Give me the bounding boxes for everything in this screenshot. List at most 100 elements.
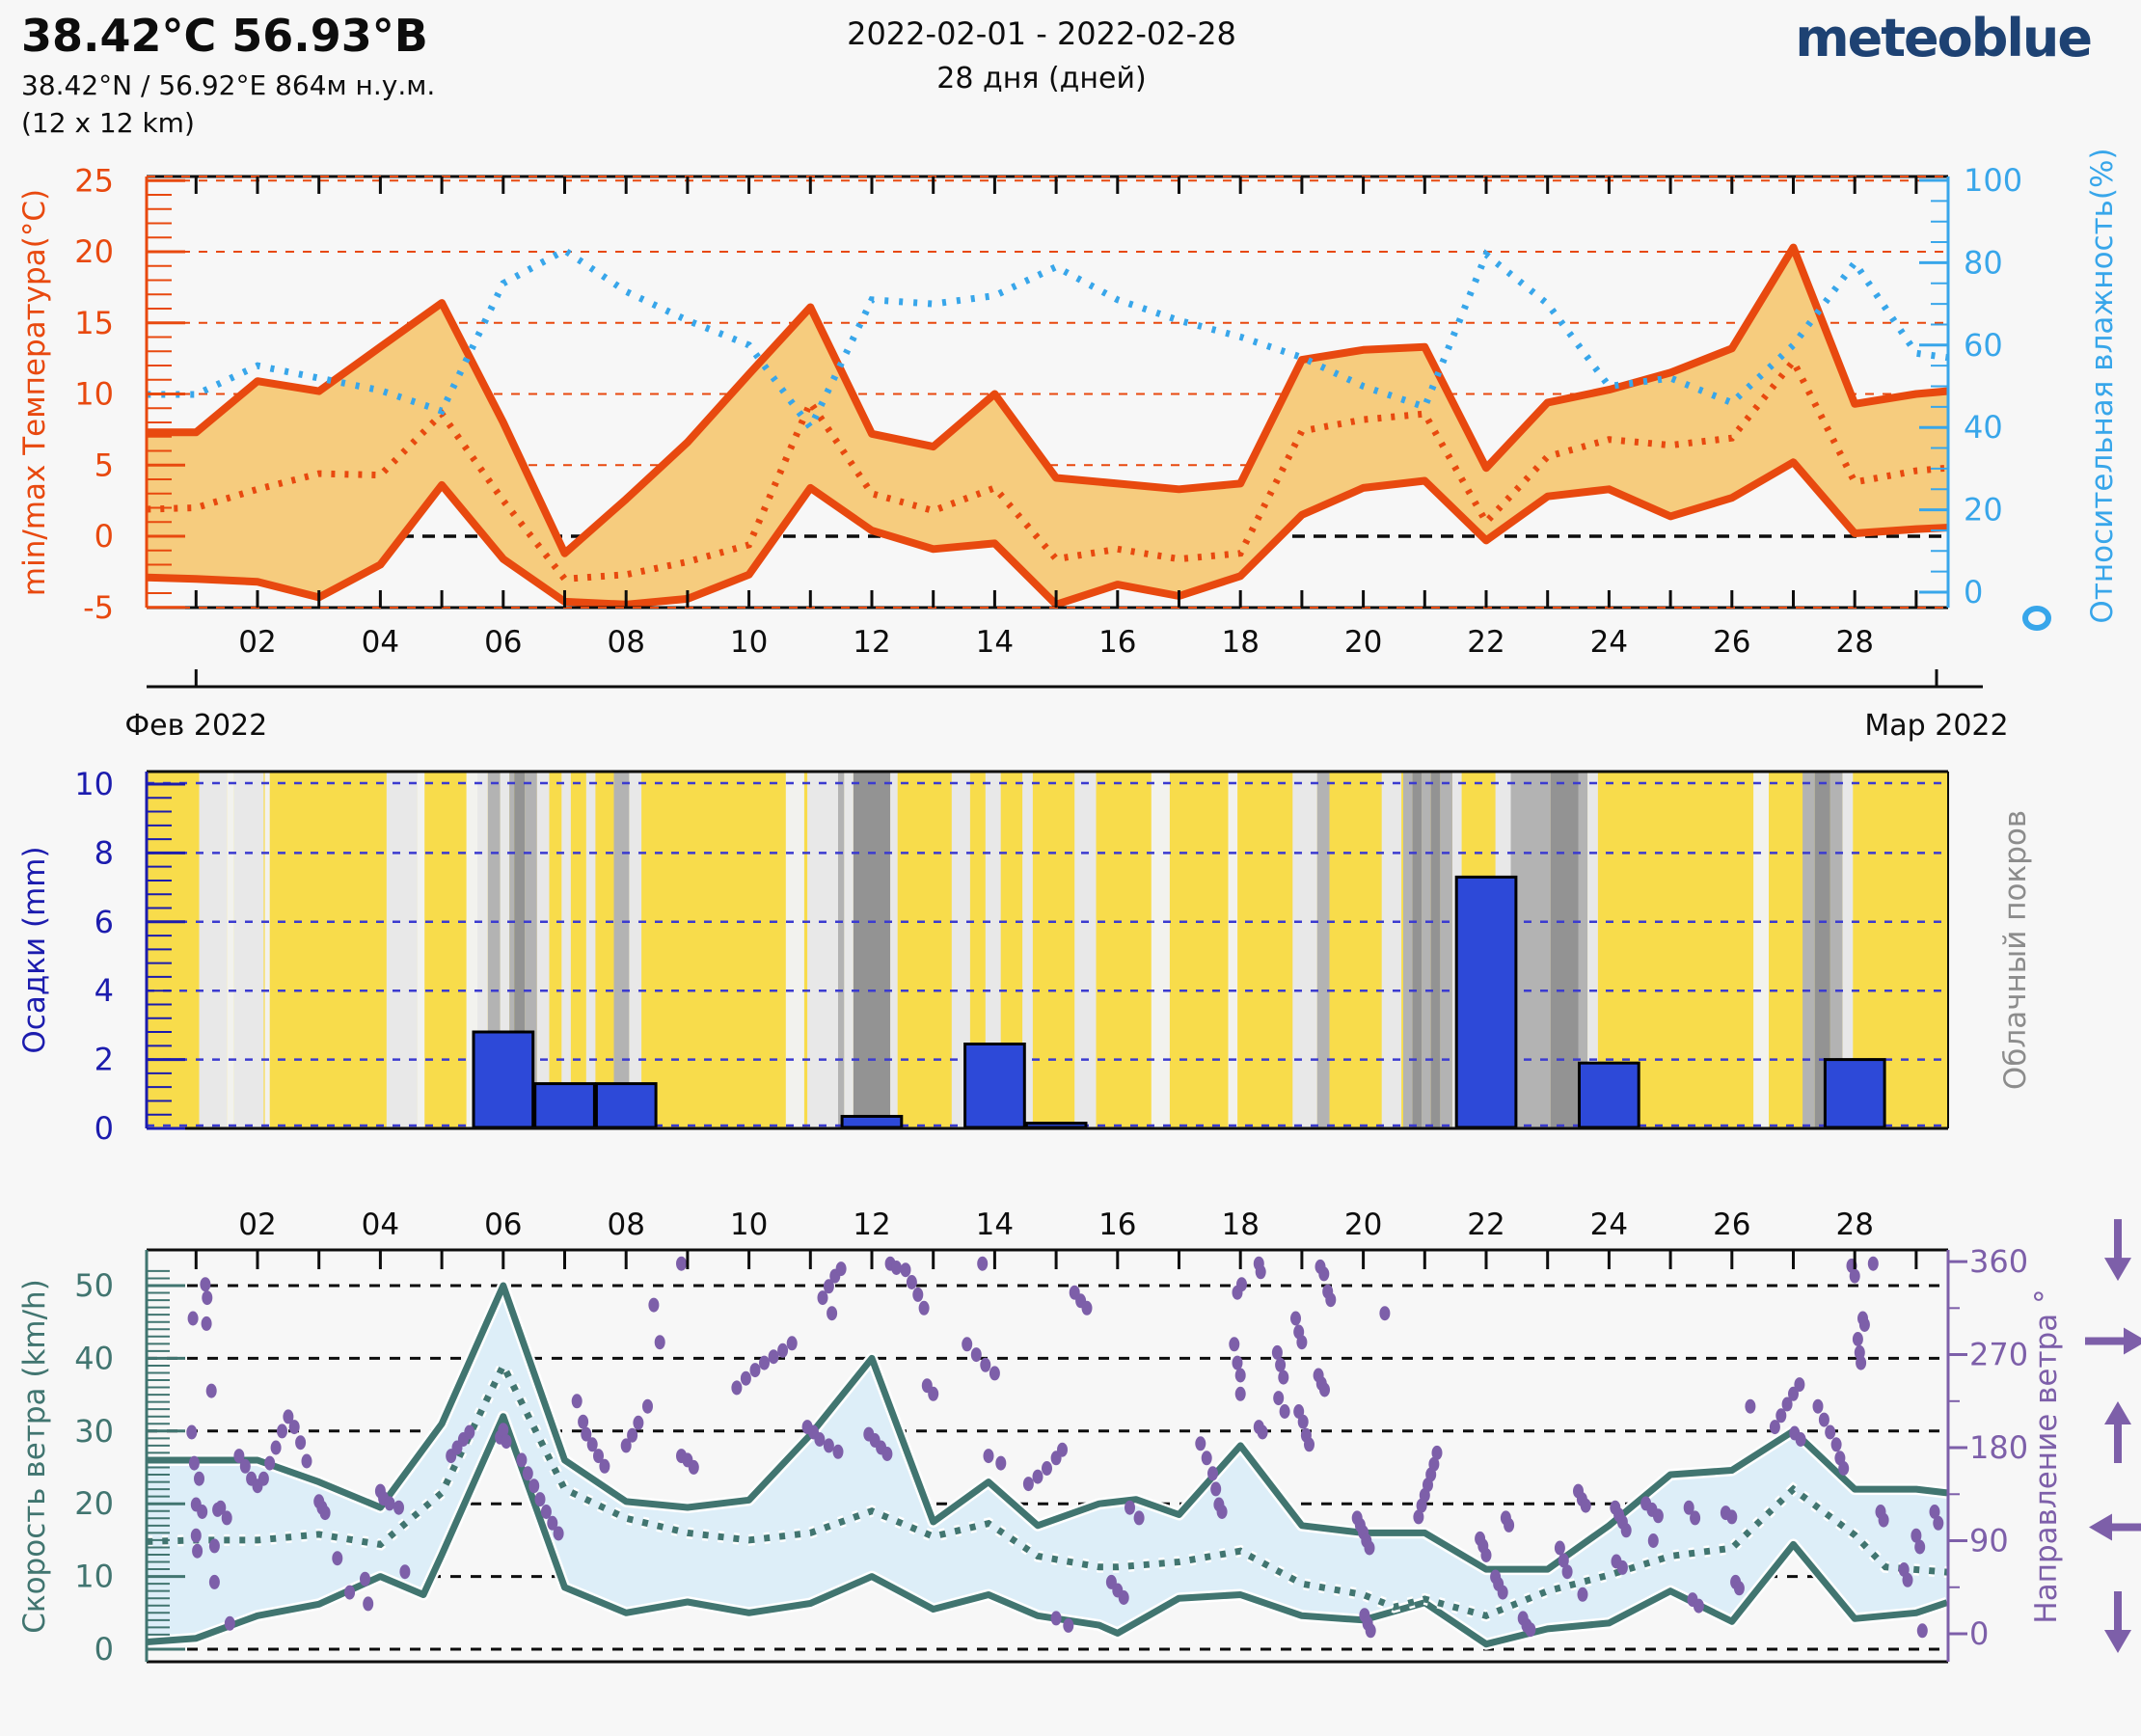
cloud-stripe (1814, 773, 1830, 1127)
wind-direction-dot (1781, 1397, 1793, 1412)
humidity-line (147, 246, 1948, 434)
wind-direction-dot (823, 1438, 834, 1453)
wind-direction-dot (1852, 1332, 1863, 1346)
wind-direction-dot (332, 1551, 343, 1566)
wind-direction-dot (759, 1355, 770, 1370)
wind-direction-dot (1365, 1623, 1376, 1639)
wind-direction-dot (221, 1510, 232, 1526)
wind-ytick-label: 20 (74, 1485, 114, 1522)
cloud-stripe (985, 773, 1001, 1127)
wind-direction-dot (1554, 1540, 1565, 1556)
wind-direction-dot (1042, 1461, 1052, 1476)
cloud-stripe (509, 773, 515, 1127)
cloud-stripe (561, 773, 571, 1127)
precip-bar (840, 1115, 904, 1127)
wind-direction-dot (288, 1420, 300, 1435)
wind-direction-dot (1504, 1517, 1515, 1533)
temp-ytick-label: 5 (95, 447, 114, 483)
wind-direction-dot (547, 1515, 558, 1531)
precip-bars (472, 875, 1886, 1127)
temp-axis-title: min/max Температура(°C) (17, 189, 52, 596)
wind-direction-dot (1830, 1437, 1842, 1452)
wind-xtick-label: 24 (1590, 1207, 1628, 1242)
wind-direction-dot (187, 1311, 199, 1326)
month-label-mar: Мар 2022 (1864, 709, 2008, 743)
wind-direction-dot (534, 1492, 546, 1507)
wind-direction-dot (1788, 1386, 1799, 1401)
humidity-axis-title: Относительная влажность(%) (2085, 148, 2120, 623)
cloud-stripe (585, 773, 596, 1127)
wind-xtick-label: 28 (1835, 1207, 1873, 1242)
wind-direction-dot (301, 1453, 312, 1469)
wind-xtick-label: 02 (238, 1207, 276, 1242)
temp-ytick-label: 25 (74, 162, 114, 199)
wind-direction-dot (1693, 1598, 1704, 1614)
wind-direction-dot (1022, 1477, 1034, 1492)
cloud-stripe (890, 773, 898, 1127)
wind-direction-dot (731, 1380, 743, 1396)
wind-direction-dot (928, 1386, 939, 1401)
wind-direction-dot (1275, 1357, 1287, 1372)
humidity-ytick-label: 100 (1964, 162, 2022, 199)
wind-direction-dot (1480, 1548, 1492, 1562)
precip-gridlines (147, 781, 1948, 1127)
wind-direction-dot (1234, 1386, 1246, 1401)
wind-direction-dot (200, 1277, 211, 1292)
temp-xtick-label: 24 (1590, 625, 1628, 660)
wind-chart: 02 04 06 08 10 12 14 16 18 20 22 24 26 28 50 40 30 20 10 0 3… (17, 1207, 2141, 1668)
temp-xtick-label: 08 (607, 625, 644, 660)
wind-direction-dot (768, 1349, 779, 1365)
wind-direction-dot (817, 1290, 828, 1306)
direction-arrow-right (2085, 1327, 2141, 1355)
wind-ytick-label: 50 (74, 1267, 114, 1304)
wind-direction-dot (1561, 1564, 1573, 1580)
wind-direction-dots (186, 1256, 1944, 1639)
cloud-stripe (1587, 773, 1598, 1127)
wind-direction-dot (553, 1526, 564, 1541)
cloud-stripe (466, 773, 478, 1127)
wind-direction-dot (257, 1471, 269, 1486)
sunny-background (147, 773, 1948, 1127)
direction-arrow-left (2089, 1513, 2141, 1541)
wind-direction-dot (1911, 1528, 1922, 1543)
wind-direction-dot (786, 1336, 798, 1351)
wind-direction-dot (1733, 1581, 1745, 1596)
direction-arrow-up (2104, 1401, 2131, 1464)
precip-frame (145, 770, 1949, 1130)
direction-arrow-down (2104, 1591, 2131, 1653)
cloud-cover-band (147, 773, 1948, 1127)
wind-direction-dot (1849, 1268, 1860, 1284)
precip-bar (963, 1043, 1026, 1127)
wind-direction-dot (363, 1596, 374, 1612)
wind-direction-dot (197, 1505, 208, 1519)
wind-direction-dot (1795, 1432, 1806, 1447)
wind-xtick-label: 06 (484, 1207, 522, 1242)
precip-axis-title: Осадки (mm) (17, 846, 52, 1053)
wind-direction-dot (540, 1505, 552, 1519)
temp-ytick-label: -5 (83, 589, 114, 626)
wind-direction-dot (1878, 1512, 1889, 1528)
wind-direction-dot (464, 1424, 475, 1440)
meteoblue-logo: meteoblue (1795, 8, 2093, 68)
temp-xtick-label: 10 (730, 625, 768, 660)
wind-direction-dot (1838, 1461, 1850, 1476)
humidity-ytick-label: 20 (1964, 492, 2003, 529)
wind-direction-dot (912, 1287, 924, 1302)
temp-xtick-label: 12 (853, 625, 890, 660)
direction-ytick-label: 270 (1969, 1337, 2028, 1373)
cloud-stripe (1403, 773, 1413, 1127)
wind-direction-dot (1255, 1264, 1266, 1280)
wind-direction-dot (977, 1256, 989, 1271)
wind-direction-dot (1616, 1560, 1628, 1575)
wind-direction-dot (1325, 1292, 1337, 1308)
wind-direction-dot (194, 1471, 204, 1486)
precip-ytick-label: 10 (74, 766, 114, 802)
temp-xtick-label: 16 (1098, 625, 1136, 660)
cloud-stripe (1578, 773, 1588, 1127)
wind-direction-dot (205, 1383, 217, 1398)
wind-direction-dot (593, 1449, 604, 1464)
temp-xtick-label: 28 (1835, 625, 1873, 660)
wind-direction-dot (1257, 1424, 1268, 1440)
wind-direction-dot (1745, 1398, 1756, 1414)
temp-max-line (147, 243, 1948, 557)
